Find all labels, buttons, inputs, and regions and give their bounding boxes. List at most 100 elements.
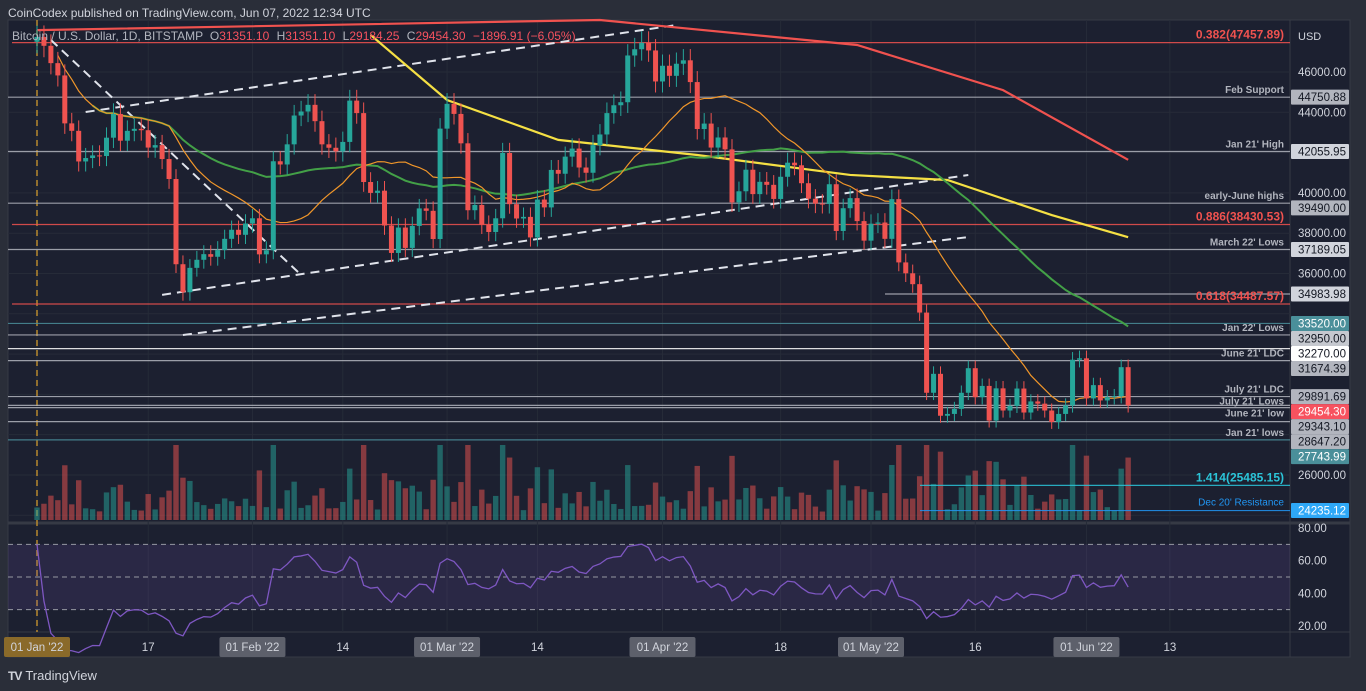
candle-body	[215, 250, 221, 257]
volume-bar	[750, 485, 756, 520]
close-value: 29454.30	[415, 29, 466, 43]
volume-bar	[1076, 510, 1083, 520]
symbol-name: Bitcoin / U.S. Dollar, 1D, BITSTAMP	[12, 29, 204, 43]
candle	[451, 93, 457, 125]
price-tag-label: 44750.88	[1298, 92, 1346, 104]
candle	[479, 195, 485, 235]
tradingview-logo[interactable]: TV TradingView	[8, 668, 97, 683]
candle-body	[833, 184, 839, 231]
volume-bar	[958, 487, 965, 520]
candle	[534, 189, 540, 247]
chart-background	[7, 19, 1351, 658]
price-tag-label: 32950.00	[1298, 333, 1346, 345]
candle-body	[1063, 405, 1069, 414]
candle	[896, 189, 902, 272]
candle	[375, 180, 381, 203]
volume-bar	[284, 490, 290, 520]
candle-body	[402, 227, 408, 248]
candle	[326, 134, 332, 158]
volume-bar	[96, 511, 103, 520]
candle	[750, 159, 756, 204]
volume-bar	[513, 495, 520, 520]
volume-bar	[854, 486, 860, 520]
volume-bar	[645, 504, 652, 520]
volume-bar	[367, 500, 374, 520]
volume-bar	[256, 470, 263, 520]
candle-body	[236, 229, 242, 235]
volume-bar	[979, 495, 985, 520]
volume-bar	[82, 508, 89, 520]
volume-bar	[604, 489, 610, 520]
candle-body	[131, 128, 137, 131]
candle	[785, 152, 791, 187]
candle-body	[444, 103, 450, 129]
candle-body	[305, 104, 311, 112]
candle	[416, 198, 422, 236]
candle-body	[1021, 388, 1027, 413]
candle-body	[159, 145, 165, 160]
candle	[903, 253, 909, 282]
candle	[687, 49, 693, 94]
candle-body	[152, 145, 158, 148]
candle-body	[194, 259, 200, 268]
candle-body	[1097, 385, 1103, 401]
level-label: Jan 21' lows	[1225, 428, 1284, 439]
candle	[110, 103, 116, 149]
candle-body	[284, 144, 290, 165]
candle-body	[868, 223, 874, 241]
volume-bar	[944, 509, 951, 520]
candle	[736, 181, 742, 212]
candle	[1007, 398, 1013, 418]
level-label: July 21' Lows	[1219, 397, 1284, 408]
volume-bar	[791, 509, 798, 520]
time-tick: 01 May '22	[843, 642, 899, 654]
price-tick: 44000.00	[1298, 107, 1346, 119]
candle-body	[958, 392, 964, 409]
volume-bar	[472, 506, 478, 520]
volume-bar	[458, 482, 464, 520]
candle-body	[138, 128, 144, 131]
candle	[347, 89, 353, 153]
candle	[799, 155, 804, 194]
candle	[361, 102, 367, 192]
time-tick: 01 Mar '22	[420, 642, 474, 654]
candle	[757, 172, 763, 204]
time-tick: 16	[969, 642, 982, 654]
volume-bar	[798, 492, 805, 520]
candle-body	[1049, 410, 1055, 422]
candle	[805, 173, 811, 209]
candle	[819, 194, 825, 214]
candle	[743, 159, 749, 201]
candle-body	[104, 137, 109, 157]
candle-body	[687, 60, 693, 83]
candle	[924, 304, 930, 401]
candle-body	[972, 368, 978, 398]
price-tag-label: 28647.20	[1298, 437, 1346, 449]
volume-bar	[388, 480, 395, 520]
candle	[493, 208, 499, 242]
candle-body	[382, 190, 387, 226]
volume-bar	[486, 503, 492, 520]
candle	[1083, 350, 1089, 406]
candle-body	[1118, 367, 1124, 397]
candle-body	[347, 100, 353, 142]
volume-bar	[41, 503, 47, 520]
candle	[840, 198, 846, 241]
candle	[555, 159, 561, 184]
candle-body	[604, 113, 610, 135]
symbol-legend: Bitcoin / U.S. Dollar, 1D, BITSTAMP O313…	[12, 29, 580, 43]
candle-body	[326, 144, 332, 148]
candle-body	[819, 203, 825, 205]
candle-body	[757, 181, 763, 195]
candle	[55, 51, 61, 87]
volume-bar	[333, 508, 339, 520]
candle	[291, 104, 297, 155]
candle-body	[534, 199, 540, 238]
candle-body	[597, 134, 603, 146]
candle-body	[653, 50, 659, 82]
low-value: 29184.25	[349, 29, 400, 43]
volume-bar	[701, 506, 707, 520]
volume-bar	[812, 506, 819, 520]
volume-bar	[479, 489, 485, 520]
